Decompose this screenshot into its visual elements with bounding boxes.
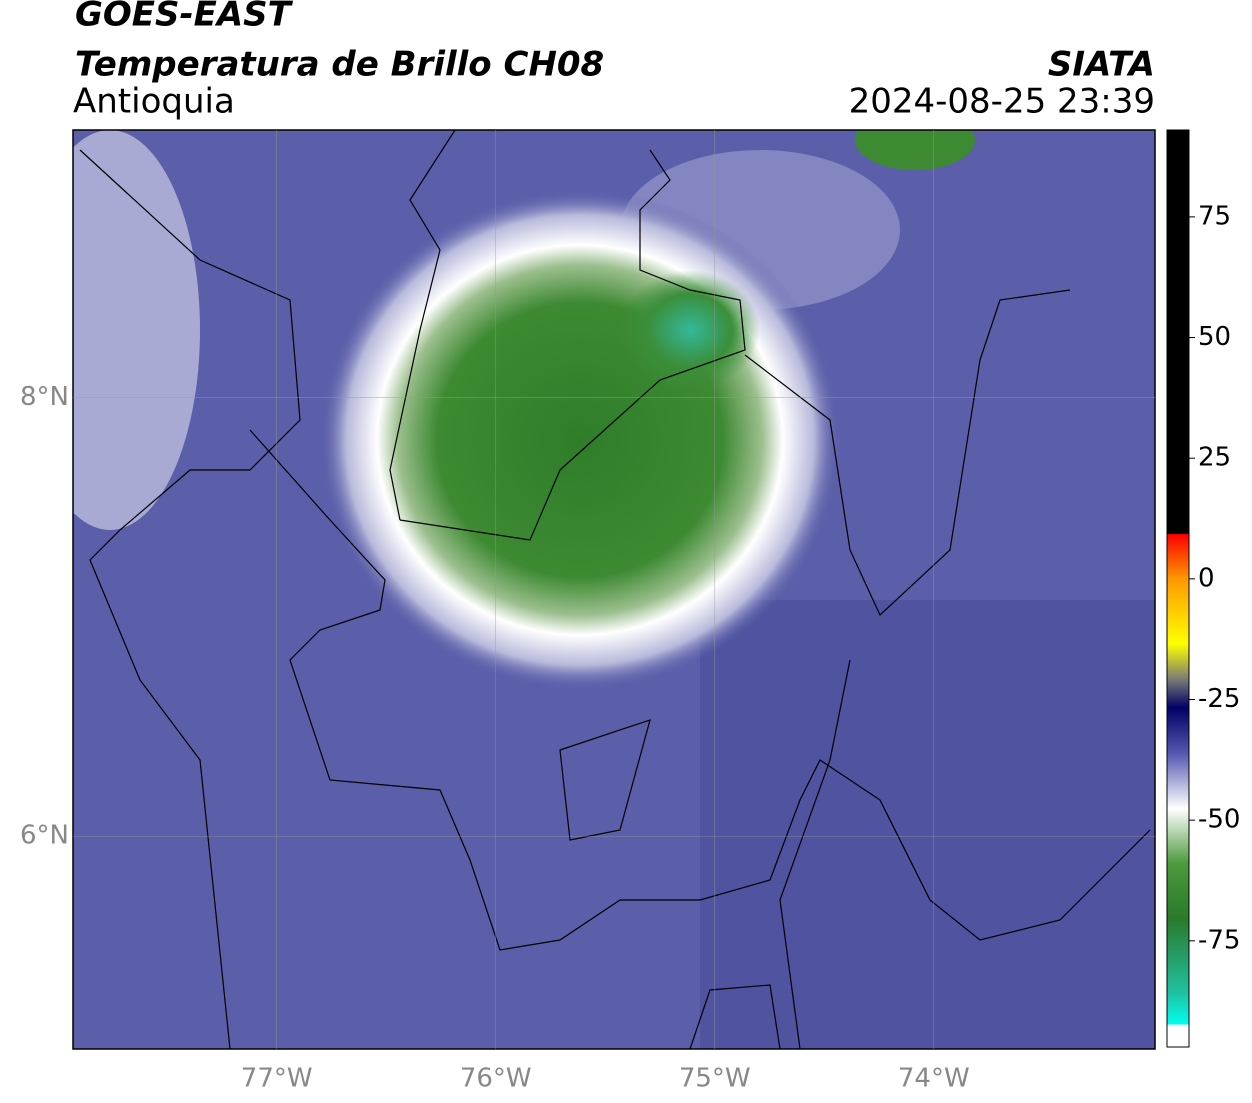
colorbar-tick-label: -25 xyxy=(1198,684,1240,714)
colorbar-tick-label: 25 xyxy=(1198,443,1231,473)
colorbar-tick-label: -75 xyxy=(1198,925,1240,955)
x-tick-label: 77°W xyxy=(241,1064,313,1094)
colorbar-tick-label: -50 xyxy=(1198,805,1240,835)
colorbar-tick-label: 0 xyxy=(1198,563,1215,593)
source: SIATA xyxy=(1048,45,1155,85)
x-tick-label: 75°W xyxy=(679,1064,751,1094)
colorbar-tick-label: 75 xyxy=(1198,201,1231,231)
colorbar xyxy=(1166,129,1190,1048)
region: Antioquia xyxy=(73,82,235,122)
y-tick-label: 8°N xyxy=(20,382,69,412)
colorbar-tick-label: 50 xyxy=(1198,322,1231,352)
map-frame xyxy=(72,129,1156,1050)
map-image xyxy=(73,130,1155,1049)
x-tick-label: 74°W xyxy=(898,1064,970,1094)
y-tick-label: 6°N xyxy=(20,821,69,851)
x-tick-label: 76°W xyxy=(460,1064,532,1094)
subtitle: Temperatura de Brillo CH08 xyxy=(75,45,604,85)
title: GOES-EAST xyxy=(75,0,294,35)
timestamp: 2024-08-25 23:39 xyxy=(849,82,1155,122)
